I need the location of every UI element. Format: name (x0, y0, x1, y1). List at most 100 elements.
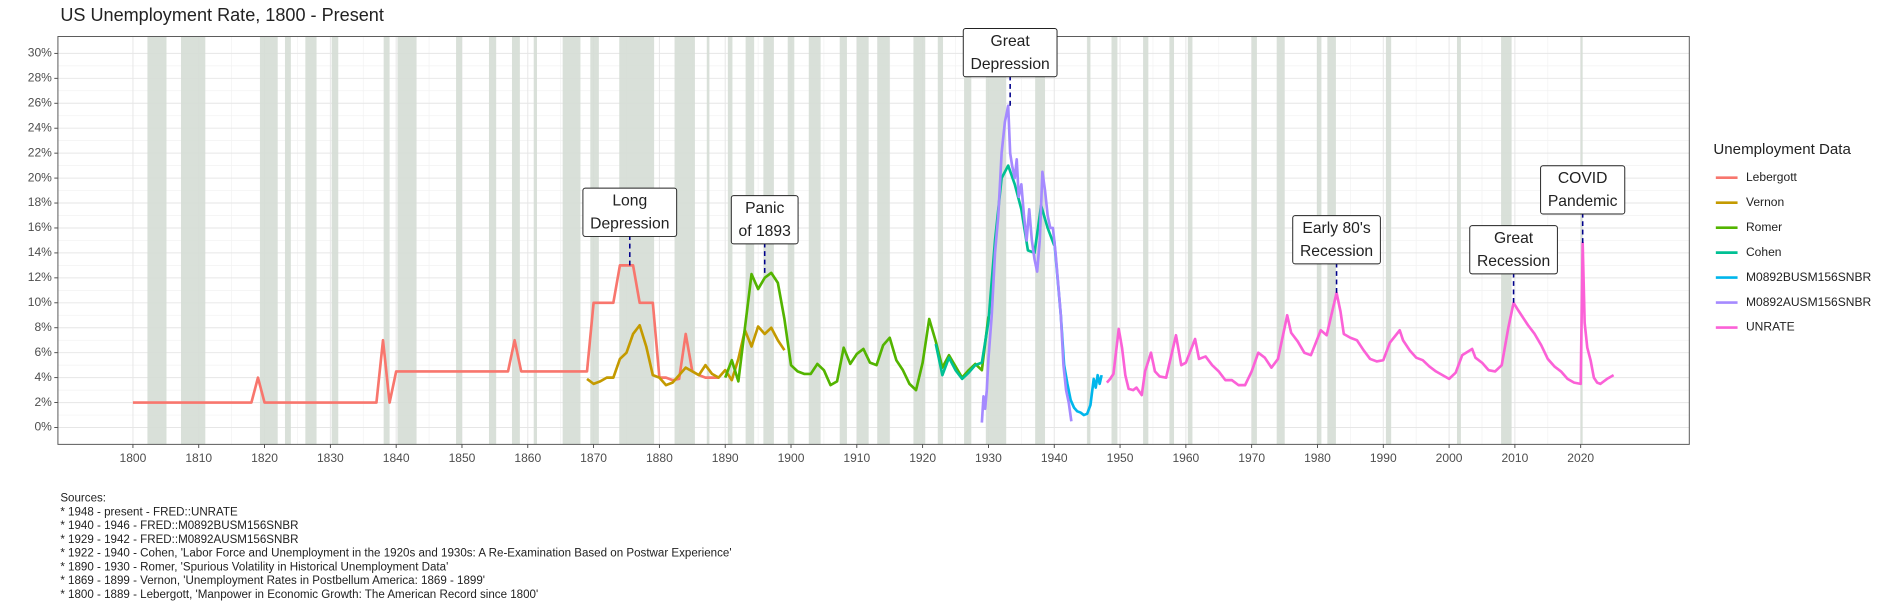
recession-band (456, 36, 462, 445)
recession-band (511, 36, 520, 445)
recession-band (383, 36, 390, 445)
caption-line: Sources: (60, 493, 106, 505)
recession-band (147, 36, 167, 445)
x-tick-label: 1950 (1107, 451, 1134, 465)
y-tick-label: 26% (28, 95, 52, 109)
annotation-box (962, 28, 1058, 78)
annotation-box (1540, 165, 1626, 215)
x-tick-label: 1930 (975, 451, 1002, 465)
x-tick-label: 1880 (646, 451, 673, 465)
y-tick-label: 20% (28, 170, 52, 184)
y-tick-label: 2% (34, 395, 52, 409)
recession-band (1187, 36, 1193, 445)
annotation-text: Pandemic (1548, 193, 1618, 210)
x-tick-label: 1830 (317, 451, 344, 465)
recession-band (808, 36, 821, 445)
recession-band (674, 36, 695, 445)
recession-band (1087, 36, 1091, 445)
annotation-text: Great (991, 33, 1031, 50)
y-tick-label: 22% (28, 145, 52, 159)
x-tick-label: 1860 (514, 451, 541, 465)
recession-band (913, 36, 926, 445)
series-line (980, 104, 1073, 423)
annotation-text: COVID (1558, 170, 1608, 187)
annotation-box (1292, 215, 1381, 265)
recession-band (284, 36, 291, 445)
y-tick-label: 4% (34, 370, 52, 384)
legend-label: Romer (1746, 220, 1782, 234)
y-tick-label: 0% (34, 420, 52, 434)
y-tick-label: 28% (28, 70, 52, 84)
caption-line: * 1890 - 1930 - Romer, 'Spurious Volatil… (60, 562, 448, 574)
y-tick-label: 8% (34, 320, 52, 334)
y-tick-label: 14% (28, 245, 52, 259)
legend-label: UNRATE (1746, 320, 1795, 334)
annotation-text: Long (612, 193, 647, 210)
x-tick-label: 1910 (843, 451, 870, 465)
x-tick-label: 1890 (712, 451, 739, 465)
x-tick-label: 1800 (120, 451, 147, 465)
x-tick-label: 1840 (383, 451, 410, 465)
recession-band (877, 36, 890, 445)
caption-line: * 1948 - present - FRED::UNRATE (60, 506, 238, 518)
caption-line: * 1940 - 1946 - FRED::M0892BUSM156SNBR (60, 520, 298, 532)
recession-band (533, 36, 537, 445)
caption-line: * 1922 - 1940 - Cohen, 'Labor Force and … (60, 548, 731, 560)
recession-band (1385, 36, 1392, 445)
caption-line: * 1800 - 1889 - Lebergott, 'Manpower in … (60, 589, 538, 601)
recession-band (1456, 36, 1461, 445)
annotation-box (1469, 225, 1558, 275)
x-tick-label: 1900 (778, 451, 805, 465)
legend-label: Cohen (1746, 245, 1782, 259)
series-line (723, 271, 990, 392)
x-tick-label: 1870 (580, 451, 607, 465)
recession-band (590, 36, 599, 445)
recession-band (856, 36, 869, 445)
y-tick-label: 18% (28, 195, 52, 209)
recession-band (259, 36, 278, 445)
annotation-box (730, 195, 799, 245)
recession-band (1143, 36, 1149, 445)
x-tick-label: 1920 (909, 451, 936, 465)
x-tick-label: 1960 (1172, 451, 1199, 465)
recession-band (305, 36, 317, 445)
annotation-text: Depression (590, 216, 669, 233)
panel-border (57, 36, 1690, 445)
annotation-text: Panic (745, 200, 784, 217)
x-tick-label: 2020 (1567, 451, 1594, 465)
x-tick-label: 1850 (449, 451, 476, 465)
x-tick-label: 1970 (1238, 451, 1265, 465)
caption-line: * 1929 - 1942 - FRED::M0892AUSM156SNBR (60, 534, 298, 546)
recession-band (839, 36, 847, 445)
x-tick-label: 1810 (185, 451, 212, 465)
legend-label: Lebergott (1746, 170, 1798, 184)
recession-band (488, 36, 497, 445)
recession-band (180, 36, 206, 445)
x-tick-label: 1820 (251, 451, 278, 465)
y-tick-label: 10% (28, 295, 52, 309)
y-tick-label: 12% (28, 270, 52, 284)
recession-band (619, 36, 655, 445)
recession-band (964, 36, 972, 445)
annotation-text: Early 80's (1302, 220, 1370, 237)
recession-band (1111, 36, 1118, 445)
recession-band (1276, 36, 1285, 445)
recession-band (706, 36, 710, 445)
chart-title: US Unemployment Rate, 1800 - Present (60, 5, 384, 25)
recession-band (331, 36, 339, 445)
annotation-text: Recession (1477, 253, 1550, 270)
x-tick-label: 1940 (1041, 451, 1068, 465)
y-tick-label: 16% (28, 220, 52, 234)
series-line (586, 323, 786, 387)
recession-band (937, 36, 944, 445)
recession-band (727, 36, 733, 445)
y-tick-label: 6% (34, 345, 52, 359)
recession-band (562, 36, 581, 445)
y-tick-label: 30% (28, 46, 52, 60)
legend-label: M0892AUSM156SNBR (1746, 295, 1872, 309)
series-line (1105, 241, 1615, 397)
legend-label: Vernon (1746, 195, 1784, 209)
y-tick-label: 24% (28, 120, 52, 134)
